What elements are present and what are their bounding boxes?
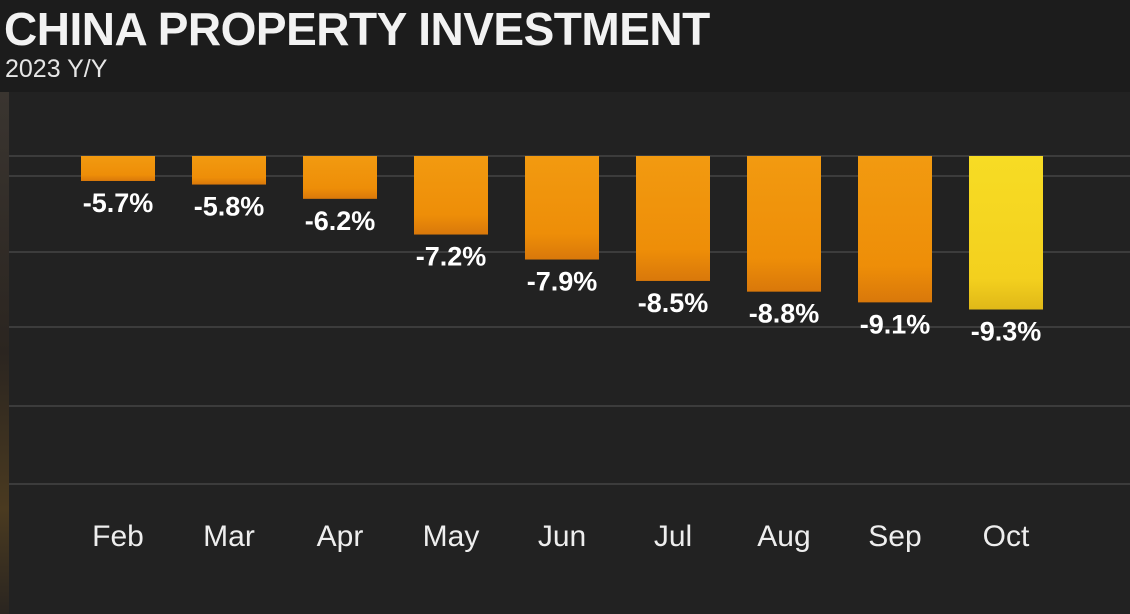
- tick-label-aug: Aug: [757, 520, 810, 553]
- bar-feb: [81, 156, 155, 181]
- x-axis-tick-labels: Feb Mar Apr May Jun Jul Aug Sep Oct: [92, 520, 1030, 553]
- tick-label-sep: Sep: [868, 520, 921, 553]
- bar-oct: [969, 156, 1043, 310]
- data-label-mar: -5.8%: [194, 192, 265, 222]
- tick-label-feb: Feb: [92, 520, 144, 553]
- chart-title: CHINA PROPERTY INVESTMENT: [4, 3, 710, 55]
- chart-header: CHINA PROPERTY INVESTMENT 2023 Y/Y: [0, 0, 1130, 92]
- tick-label-oct: Oct: [983, 520, 1030, 553]
- data-label-apr: -6.2%: [305, 206, 376, 236]
- bar-mar: [192, 156, 266, 185]
- bar-may: [414, 156, 488, 235]
- data-label-feb: -5.7%: [83, 188, 154, 218]
- bar-jun: [525, 156, 599, 260]
- data-label-aug: -8.8%: [749, 299, 820, 329]
- tick-label-jul: Jul: [654, 520, 692, 553]
- data-label-jun: -7.9%: [527, 267, 598, 297]
- chart-subtitle: 2023 Y/Y: [5, 55, 108, 83]
- plot-panel: -5.7% -5.8% -6.2% -7.2% -7.9% -8.5% -8.8% -9.1%…: [9, 92, 1130, 614]
- data-label-may: -7.2%: [416, 242, 487, 272]
- bars: [81, 156, 1043, 310]
- tick-label-may: May: [423, 520, 480, 553]
- data-label-sep: -9.1%: [860, 309, 931, 339]
- data-labels: -5.7% -5.8% -6.2% -7.2% -7.9% -8.5% -8.8% -9.1%…: [83, 188, 1042, 347]
- tick-label-apr: Apr: [317, 520, 364, 553]
- bar-apr: [303, 156, 377, 199]
- left-edge-strip: [0, 92, 9, 614]
- bar-aug: [747, 156, 821, 292]
- bar-jul: [636, 156, 710, 281]
- tick-label-mar: Mar: [203, 520, 255, 553]
- bar-chart-svg: -5.7% -5.8% -6.2% -7.2% -7.9% -8.5% -8.8% -9.1%…: [9, 155, 1130, 553]
- bar-sep: [858, 156, 932, 303]
- data-label-oct: -9.3%: [971, 317, 1042, 347]
- data-label-jul: -8.5%: [638, 288, 709, 318]
- tick-label-jun: Jun: [538, 520, 586, 553]
